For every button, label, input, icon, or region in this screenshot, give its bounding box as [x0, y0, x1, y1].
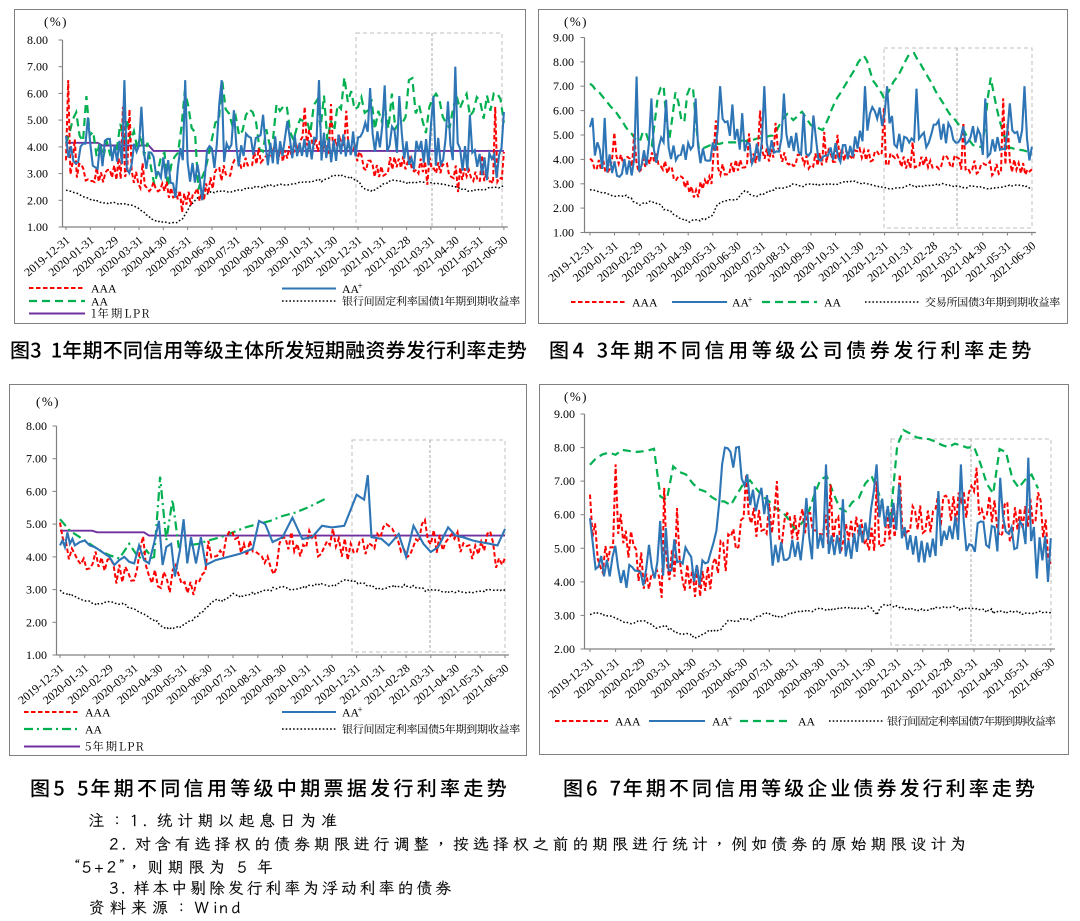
svg-text:AAA: AAA: [85, 706, 111, 720]
svg-text:+: +: [358, 281, 363, 291]
svg-text:AA: AA: [712, 715, 730, 729]
svg-text:6.00: 6.00: [553, 104, 574, 118]
svg-text:AAA: AAA: [615, 715, 641, 729]
svg-text:AA: AA: [342, 282, 360, 296]
svg-text:6.00: 6.00: [554, 508, 575, 522]
svg-text:+: +: [728, 714, 733, 724]
svg-text:7.00: 7.00: [553, 79, 574, 93]
svg-text:2.00: 2.00: [27, 193, 48, 207]
svg-text:7.00: 7.00: [26, 452, 47, 466]
svg-text:AA: AA: [85, 723, 103, 737]
svg-text:5.00: 5.00: [554, 541, 575, 555]
svg-text:2.00: 2.00: [553, 201, 574, 215]
svg-text:(%): (%): [44, 14, 68, 29]
svg-text:7.00: 7.00: [27, 60, 48, 74]
svg-text:3.00: 3.00: [554, 608, 575, 622]
svg-text:5.00: 5.00: [27, 113, 48, 127]
svg-text:(%): (%): [564, 14, 588, 29]
svg-text:AA: AA: [91, 295, 109, 309]
svg-text:+: +: [748, 295, 753, 305]
svg-text:AA: AA: [342, 706, 360, 720]
svg-text:AA: AA: [798, 715, 816, 729]
svg-text:1.00: 1.00: [27, 220, 48, 234]
svg-text:6.00: 6.00: [26, 484, 47, 498]
svg-text:4.00: 4.00: [553, 152, 574, 166]
svg-text:8.00: 8.00: [26, 419, 47, 433]
svg-text:7.00: 7.00: [554, 474, 575, 488]
svg-text:3.00: 3.00: [553, 177, 574, 191]
svg-text:3.00: 3.00: [26, 583, 47, 597]
svg-text:9.00: 9.00: [554, 407, 575, 421]
svg-text:3.00: 3.00: [27, 167, 48, 181]
svg-text:6.00: 6.00: [27, 86, 48, 100]
svg-text:+: +: [358, 705, 363, 715]
svg-text:5.00: 5.00: [26, 517, 47, 531]
svg-text:(%): (%): [36, 394, 60, 409]
svg-text:AAA: AAA: [91, 282, 117, 296]
svg-text:4.00: 4.00: [554, 575, 575, 589]
svg-text:5.00: 5.00: [553, 128, 574, 142]
svg-text:2.00: 2.00: [26, 615, 47, 629]
svg-text:1.00: 1.00: [26, 648, 47, 662]
svg-text:8.00: 8.00: [27, 33, 48, 47]
svg-text:AA: AA: [732, 296, 750, 310]
svg-text:8.00: 8.00: [553, 55, 574, 69]
svg-text:1.00: 1.00: [553, 226, 574, 240]
svg-text:(%): (%): [564, 389, 588, 404]
svg-text:2.00: 2.00: [554, 642, 575, 656]
svg-text:AA: AA: [824, 296, 842, 310]
svg-text:AAA: AAA: [632, 296, 658, 310]
svg-text:4.00: 4.00: [26, 550, 47, 564]
svg-text:8.00: 8.00: [554, 441, 575, 455]
svg-text:4.00: 4.00: [27, 140, 48, 154]
svg-text:9.00: 9.00: [553, 31, 574, 45]
